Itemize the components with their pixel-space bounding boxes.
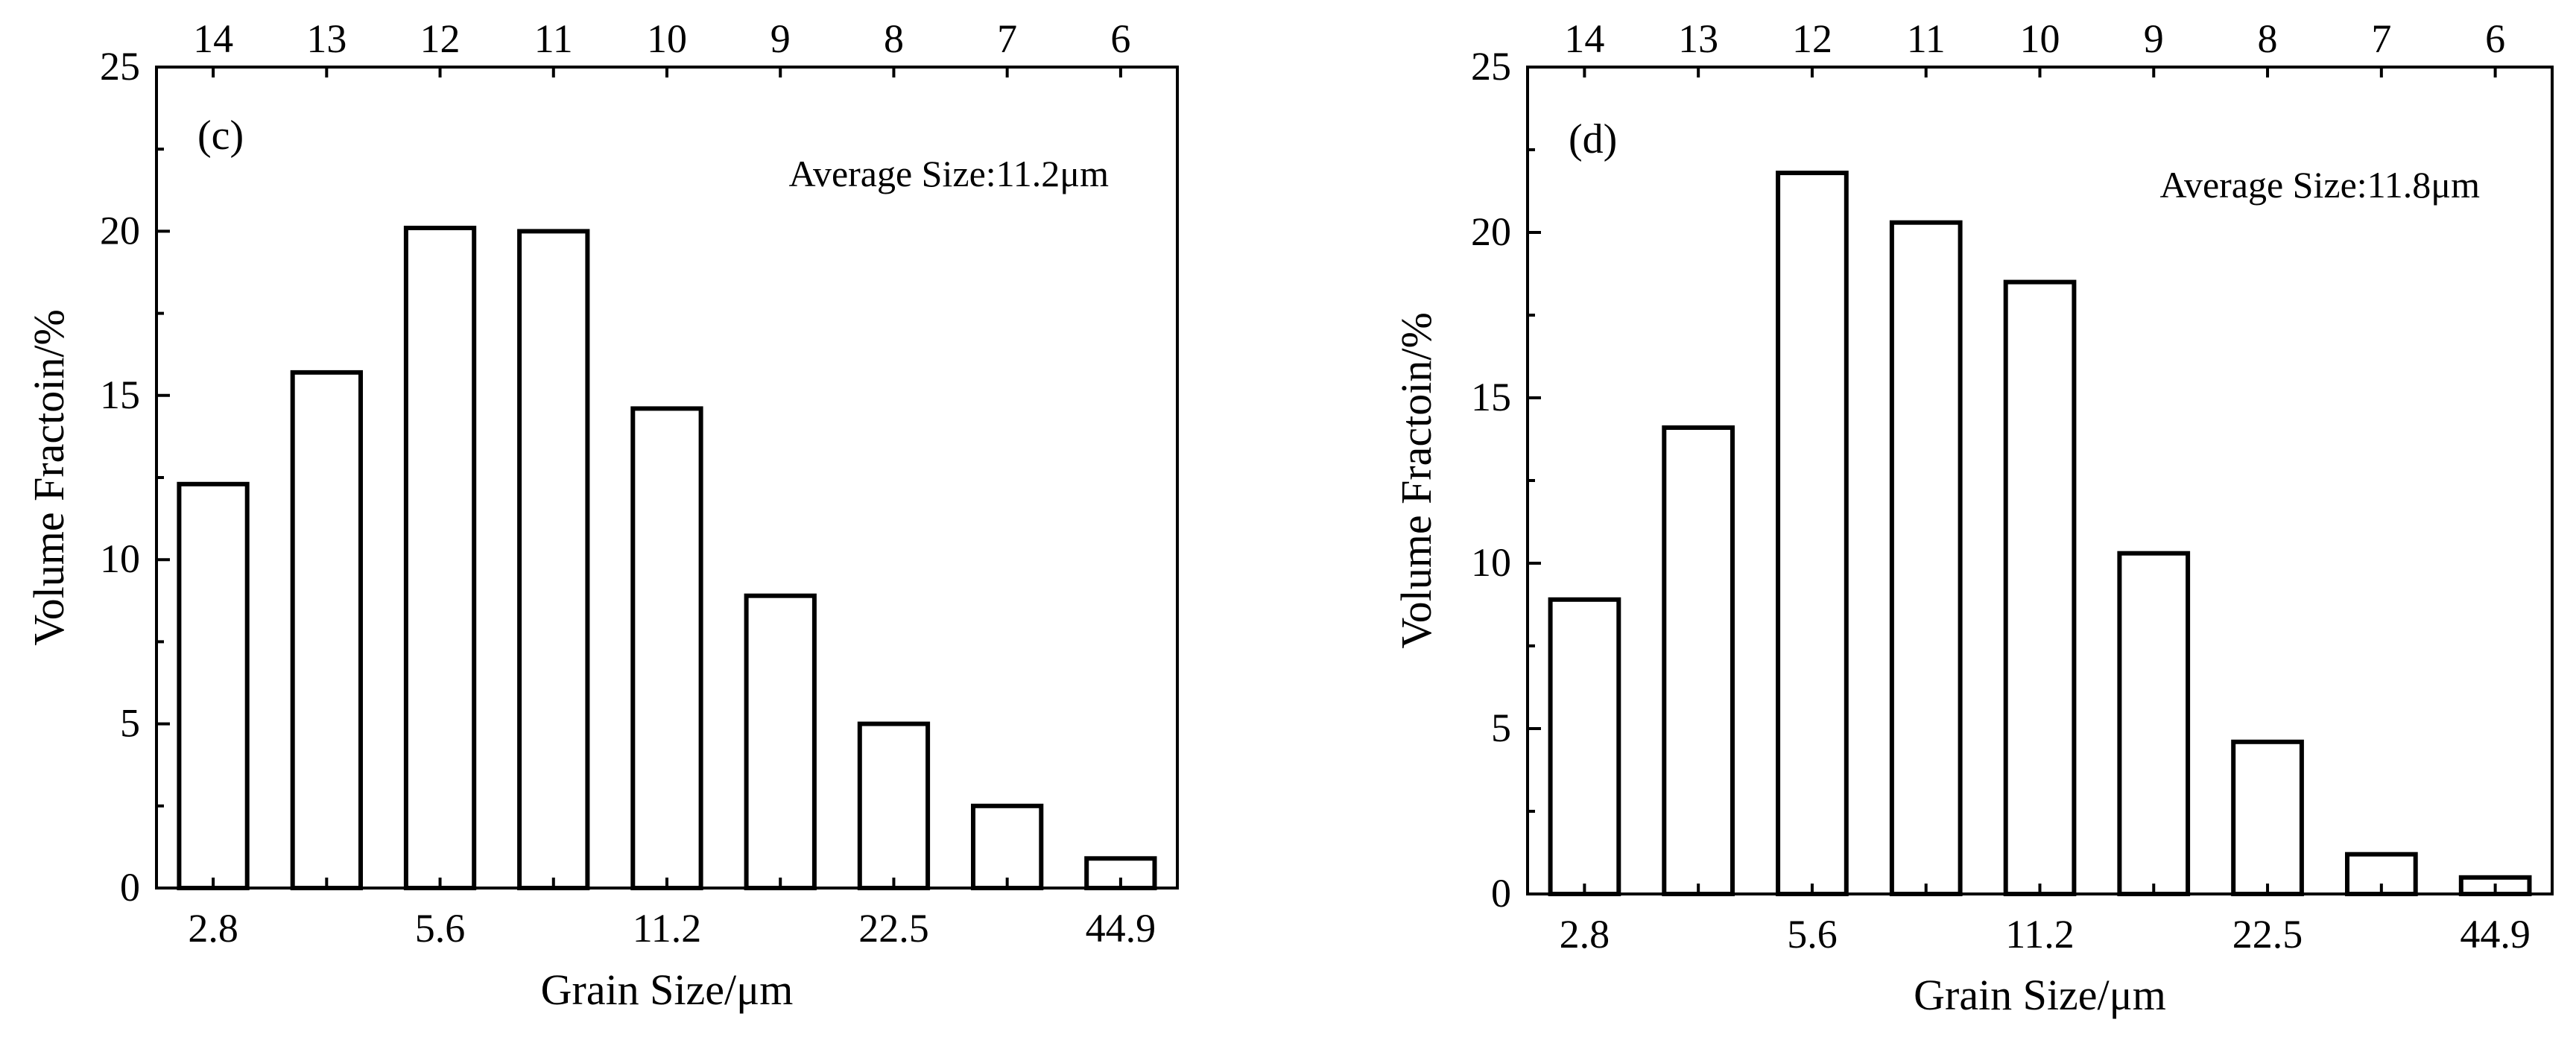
x-tick-label: 2.8 bbox=[1560, 912, 1610, 957]
x-axis-title: Grain Size/μm bbox=[541, 966, 794, 1014]
bar bbox=[2003, 279, 2077, 897]
bar bbox=[1889, 220, 1963, 896]
y-tick-label: 0 bbox=[1491, 871, 1511, 916]
bar bbox=[744, 593, 817, 890]
y-tick-label: 25 bbox=[100, 44, 140, 89]
x-axis-title: Grain Size/μm bbox=[1914, 971, 2166, 1019]
y-tick-label: 20 bbox=[1471, 209, 1511, 254]
average-size-annotation: Average Size:11.2μm bbox=[789, 153, 1110, 194]
y-tick-label: 5 bbox=[1491, 706, 1511, 750]
top-tick-label: 10 bbox=[2020, 16, 2060, 61]
bar bbox=[857, 721, 931, 890]
y-tick-label: 10 bbox=[100, 536, 140, 581]
top-tick-label: 6 bbox=[1110, 16, 1130, 61]
panel-label: (d) bbox=[1569, 116, 1617, 162]
panel-c: 0 5 10 15 20 25 2.8 5.6 11.2 22.5 44.9 14 13 12 11 10 9 8… bbox=[25, 16, 1179, 1014]
bar bbox=[971, 803, 1044, 891]
bar bbox=[1548, 597, 1621, 896]
x-tick-label: 22.5 bbox=[858, 906, 929, 951]
y-tick-label: 25 bbox=[1471, 44, 1511, 89]
x-tick-label: 44.9 bbox=[1086, 906, 1156, 951]
bar bbox=[1662, 425, 1735, 896]
top-tick-label: 7 bbox=[997, 16, 1017, 61]
top-tick-label: 11 bbox=[534, 16, 573, 61]
x-tick-label: 22.5 bbox=[2232, 912, 2303, 957]
top-tick-label: 9 bbox=[770, 16, 791, 61]
top-tick-label: 8 bbox=[884, 16, 904, 61]
top-tick-label: 8 bbox=[2258, 16, 2278, 61]
y-axis-title: Volume Fractoin/% bbox=[25, 309, 73, 646]
bar bbox=[2117, 551, 2191, 896]
y-tick-label: 5 bbox=[120, 701, 140, 746]
bar bbox=[1776, 171, 1849, 897]
x-tick-label: 44.9 bbox=[2460, 912, 2531, 957]
top-tick-label: 9 bbox=[2144, 16, 2164, 61]
top-tick-label: 12 bbox=[420, 16, 461, 61]
bar bbox=[290, 370, 364, 890]
bar bbox=[403, 226, 477, 890]
top-tick-label: 13 bbox=[1678, 16, 1718, 61]
top-tick-label: 11 bbox=[1907, 16, 1946, 61]
y-tick-label: 15 bbox=[100, 372, 140, 417]
bar bbox=[177, 481, 250, 890]
x-tick-label: 5.6 bbox=[415, 906, 466, 951]
top-tick-label: 10 bbox=[647, 16, 687, 61]
y-tick-label: 10 bbox=[1471, 540, 1511, 585]
top-tick-label: 12 bbox=[1792, 16, 1832, 61]
top-tick-label: 14 bbox=[1564, 16, 1604, 61]
panel-label: (c) bbox=[197, 112, 244, 159]
bar bbox=[517, 229, 590, 890]
x-tick-label: 5.6 bbox=[1787, 912, 1838, 957]
x-tick-label: 11.2 bbox=[633, 906, 702, 951]
y-tick-label: 15 bbox=[1471, 375, 1511, 419]
y-tick-label: 20 bbox=[100, 208, 140, 253]
average-size-annotation: Average Size:11.8μm bbox=[2160, 164, 2481, 206]
y-tick-label: 0 bbox=[120, 865, 140, 910]
y-axis-title: Volume Fractoin/% bbox=[1392, 312, 1440, 649]
x-tick-label: 11.2 bbox=[2005, 912, 2075, 957]
x-tick-label: 2.8 bbox=[188, 906, 238, 951]
top-tick-label: 6 bbox=[2485, 16, 2505, 61]
panel-d: 0 5 10 15 20 25 2.8 5.6 11.2 22.5 44.9 14 13 12 11 10 9 8… bbox=[1392, 16, 2554, 1019]
bar bbox=[630, 406, 703, 890]
top-tick-label: 14 bbox=[193, 16, 233, 61]
bar bbox=[2231, 739, 2304, 896]
top-tick-label: 7 bbox=[2371, 16, 2391, 61]
top-tick-label: 13 bbox=[306, 16, 346, 61]
